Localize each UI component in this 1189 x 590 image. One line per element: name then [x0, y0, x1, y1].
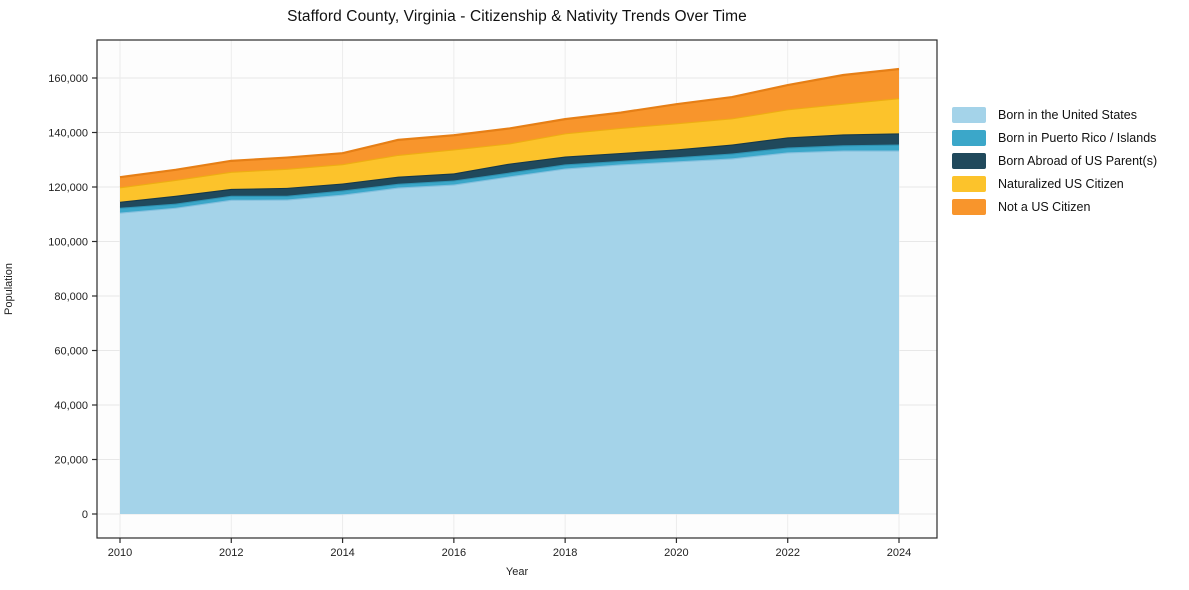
legend-label: Not a US Citizen [998, 199, 1091, 214]
y-tick-label: 120,000 [48, 182, 88, 194]
legend-swatch-icon [952, 175, 986, 192]
axes-frame [96, 39, 938, 539]
legend-swatch-icon [952, 152, 986, 169]
legend-label: Naturalized US Citizen [998, 176, 1124, 191]
area-series-2 [120, 133, 899, 208]
legend-item: Born in Puerto Rico / Islands [952, 126, 1157, 149]
legend-item: Born Abroad of US Parent(s) [952, 149, 1157, 172]
x-axis-label: Year [505, 566, 529, 578]
legend-label: Born Abroad of US Parent(s) [998, 153, 1158, 168]
area-series-4 [120, 69, 899, 188]
x-tick-label: 2010 [108, 547, 132, 559]
legend-swatch-icon [952, 129, 986, 146]
x-tick-label: 2012 [219, 547, 243, 559]
legend-item: Naturalized US Citizen [952, 172, 1157, 195]
x-tick-label: 2024 [887, 547, 911, 559]
y-tick-label: 140,000 [48, 128, 88, 140]
y-tick-label: 80,000 [54, 291, 88, 303]
legend-label: Born in the United States [998, 107, 1137, 122]
y-tick-label: 40,000 [54, 400, 88, 412]
y-tick-label: 100,000 [48, 237, 88, 249]
y-tick-label: 160,000 [48, 73, 88, 85]
legend-item: Born in the United States [952, 103, 1157, 126]
area-series-1 [120, 144, 899, 213]
legend-item: Not a US Citizen [952, 195, 1157, 218]
legend-label: Born in Puerto Rico / Islands [998, 130, 1157, 145]
area-series-3 [120, 98, 899, 202]
area-series-edge-4 [119, 67, 900, 179]
x-tick-label: 2016 [442, 547, 466, 559]
x-tick-label: 2022 [775, 547, 799, 559]
y-tick-label: 60,000 [54, 346, 88, 358]
legend-swatch-icon [952, 198, 986, 215]
y-axis-label: Population [3, 263, 15, 315]
chart-title: Stafford County, Virginia - Citizenship … [287, 8, 747, 25]
x-tick-label: 2014 [330, 547, 354, 559]
legend-swatch-icon [952, 106, 986, 123]
legend: Born in the United States Born in Puerto … [952, 103, 1157, 218]
x-tick-label: 2018 [553, 547, 577, 559]
area-series-0 [120, 150, 899, 515]
x-tick-label: 2020 [664, 547, 688, 559]
y-tick-label: 20,000 [54, 455, 88, 467]
y-tick-label: 0 [82, 509, 88, 521]
